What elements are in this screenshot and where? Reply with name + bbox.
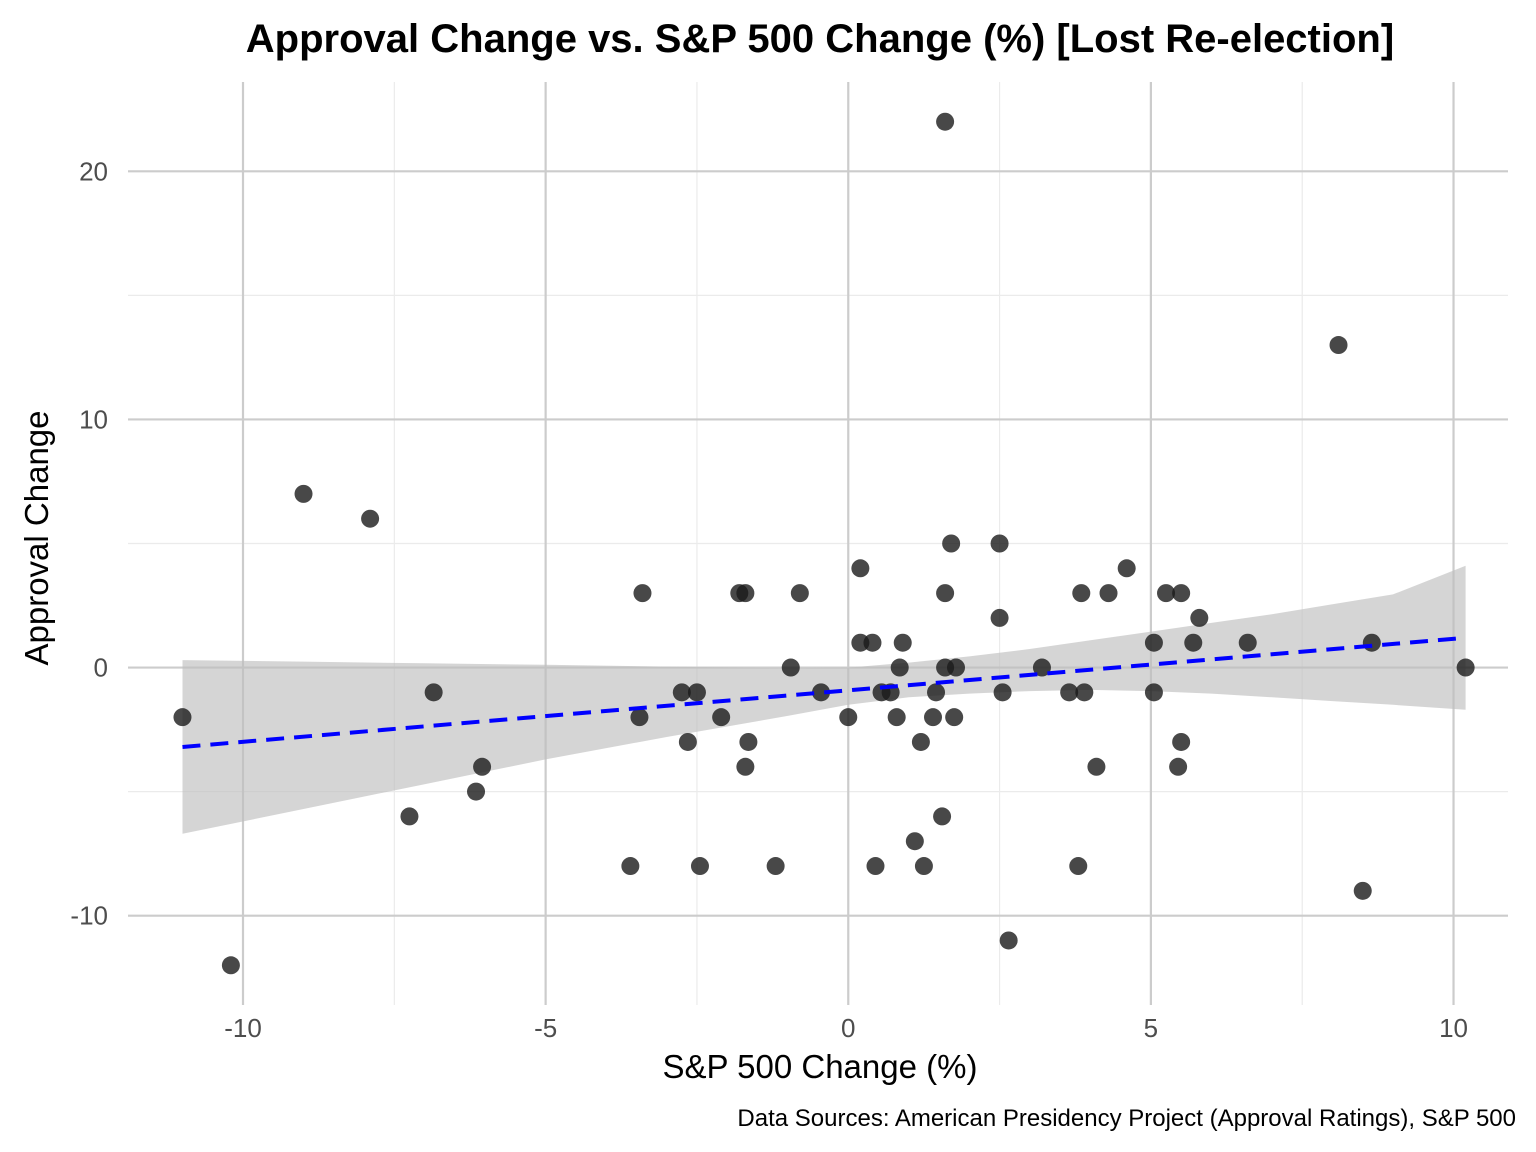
data-point [1456,658,1475,677]
data-point [927,683,946,702]
data-point [914,857,933,876]
data-point [945,708,964,727]
data-point [936,584,955,603]
data-point [621,857,640,876]
data-point [839,708,858,727]
data-point [1032,658,1051,677]
data-point [173,708,192,727]
data-point [221,956,240,975]
data-point [866,857,885,876]
y-tick-label: 20 [79,156,108,186]
data-point [1099,584,1118,603]
data-point [1190,608,1209,627]
tick-layer: -10 -5 0 5 10 -10 0 10 20 [70,156,1468,1043]
data-point [1087,757,1106,776]
data-point [781,658,800,677]
data-point [690,857,709,876]
data-point [712,708,731,727]
data-point [739,732,758,751]
y-axis-label: Approval Change [18,410,55,665]
data-point [1060,683,1079,702]
data-point [1353,881,1372,900]
data-point [633,584,652,603]
data-point [424,683,443,702]
data-point [473,757,492,776]
data-point [933,807,952,826]
data-point [766,857,785,876]
y-tick-label: 0 [94,653,108,683]
data-point [905,832,924,851]
y-tick-label: 10 [79,404,108,434]
grid-layer [128,82,1508,1005]
data-point [1362,633,1381,652]
data-point [678,732,697,751]
x-tick-label: -10 [224,1013,262,1043]
data-point [993,683,1012,702]
data-point [294,484,313,503]
data-point [1069,857,1088,876]
data-point [1169,757,1188,776]
data-point [790,584,809,603]
data-point [887,708,906,727]
x-tick-label: 5 [1144,1013,1158,1043]
data-point [1144,683,1163,702]
data-point [851,559,870,578]
chart-caption: Data Sources: American Presidency Projec… [737,1105,1516,1132]
x-tick-label: 10 [1439,1013,1468,1043]
data-point [942,534,961,553]
data-point [687,683,706,702]
data-point [467,782,486,801]
data-point [630,708,649,727]
data-point [990,608,1009,627]
data-point [999,931,1018,950]
data-point [736,757,755,776]
data-point [1184,633,1203,652]
data-point [1172,584,1191,603]
data-point [893,633,912,652]
data-point [1075,683,1094,702]
data-point [1329,336,1348,355]
data-point [1117,559,1136,578]
data-point [924,708,942,727]
x-tick-label: 0 [841,1013,855,1043]
x-tick-label: -5 [534,1013,557,1043]
data-point [1172,732,1191,751]
points-layer [173,112,1475,975]
data-point [1157,584,1176,603]
trend-layer [182,635,1466,749]
data-point [736,584,755,603]
data-point [947,658,965,677]
data-point [812,683,831,702]
trend-line [182,635,1466,749]
data-point [400,807,419,826]
data-point [1072,584,1091,603]
data-point [890,658,909,677]
data-point [911,732,930,751]
x-axis-label: S&P 500 Change (%) [663,1048,978,1085]
data-point [361,509,380,528]
data-point [936,112,955,131]
data-point [1144,633,1163,652]
chart-title: Approval Change vs. S&P 500 Change (%) [… [246,17,1394,61]
data-point [1238,633,1257,652]
data-point [990,534,1009,553]
data-point [863,633,882,652]
data-point [672,683,691,702]
y-tick-label: -10 [70,901,108,931]
